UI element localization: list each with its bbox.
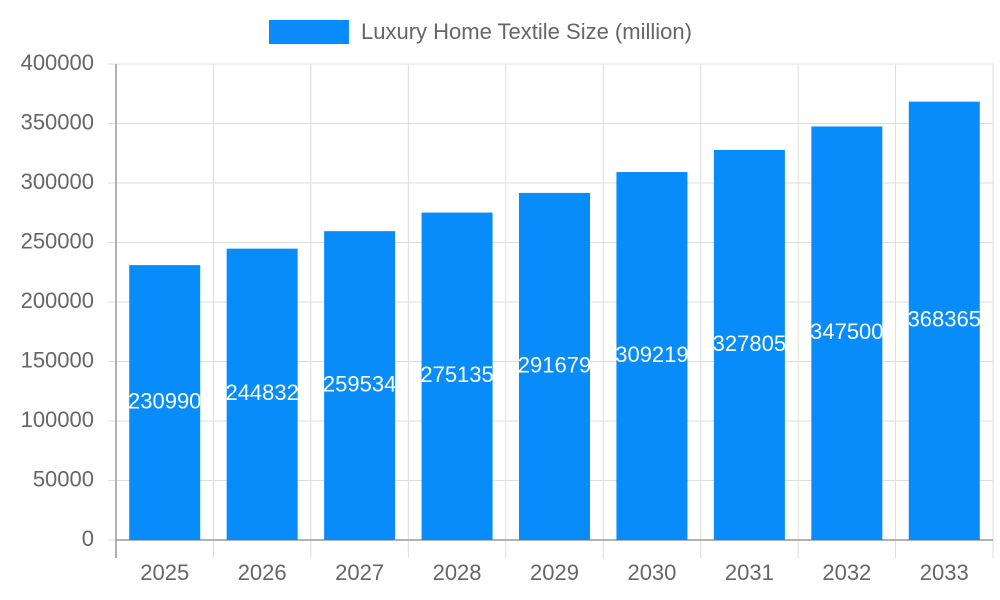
y-tick-label: 200000 [21, 288, 94, 313]
bar [908, 101, 980, 540]
legend-label: Luxury Home Textile Size (million) [361, 19, 692, 44]
bar [616, 172, 688, 540]
x-tick-label: 2025 [140, 560, 189, 585]
value-label: 347500 [810, 319, 883, 344]
bar [519, 192, 590, 541]
legend-swatch [269, 20, 349, 44]
bar [421, 212, 493, 540]
bar [226, 248, 298, 541]
value-label: 368365 [908, 307, 981, 332]
value-label: 244832 [225, 380, 298, 405]
y-tick-label: 400000 [21, 50, 94, 75]
y-tick-label: 300000 [21, 169, 94, 194]
y-tick-label: 150000 [21, 347, 94, 372]
value-label: 309219 [615, 342, 688, 367]
bar [811, 126, 883, 540]
x-tick-label: 2030 [627, 560, 676, 585]
bar [129, 265, 201, 540]
value-label: 291679 [518, 352, 591, 377]
y-tick-label: 100000 [21, 407, 94, 432]
x-tick-label: 2033 [920, 560, 969, 585]
y-tick-label: 250000 [21, 228, 94, 253]
value-label: 327805 [713, 331, 786, 356]
bar [713, 149, 785, 540]
x-tick-label: 2026 [238, 560, 287, 585]
value-label: 275135 [420, 362, 493, 387]
x-tick-label: 2031 [725, 560, 774, 585]
bar [324, 231, 396, 540]
y-tick-label: 50000 [33, 466, 94, 491]
x-tick-label: 2029 [530, 560, 579, 585]
y-tick-label: 0 [82, 526, 94, 551]
legend-item: Luxury Home Textile Size (million) [269, 19, 692, 44]
x-tick-label: 2027 [335, 560, 384, 585]
y-tick-label: 350000 [21, 109, 94, 134]
x-tick-label: 2028 [433, 560, 482, 585]
value-label: 259534 [323, 371, 396, 396]
value-label: 230990 [128, 388, 201, 413]
x-tick-label: 2032 [822, 560, 871, 585]
